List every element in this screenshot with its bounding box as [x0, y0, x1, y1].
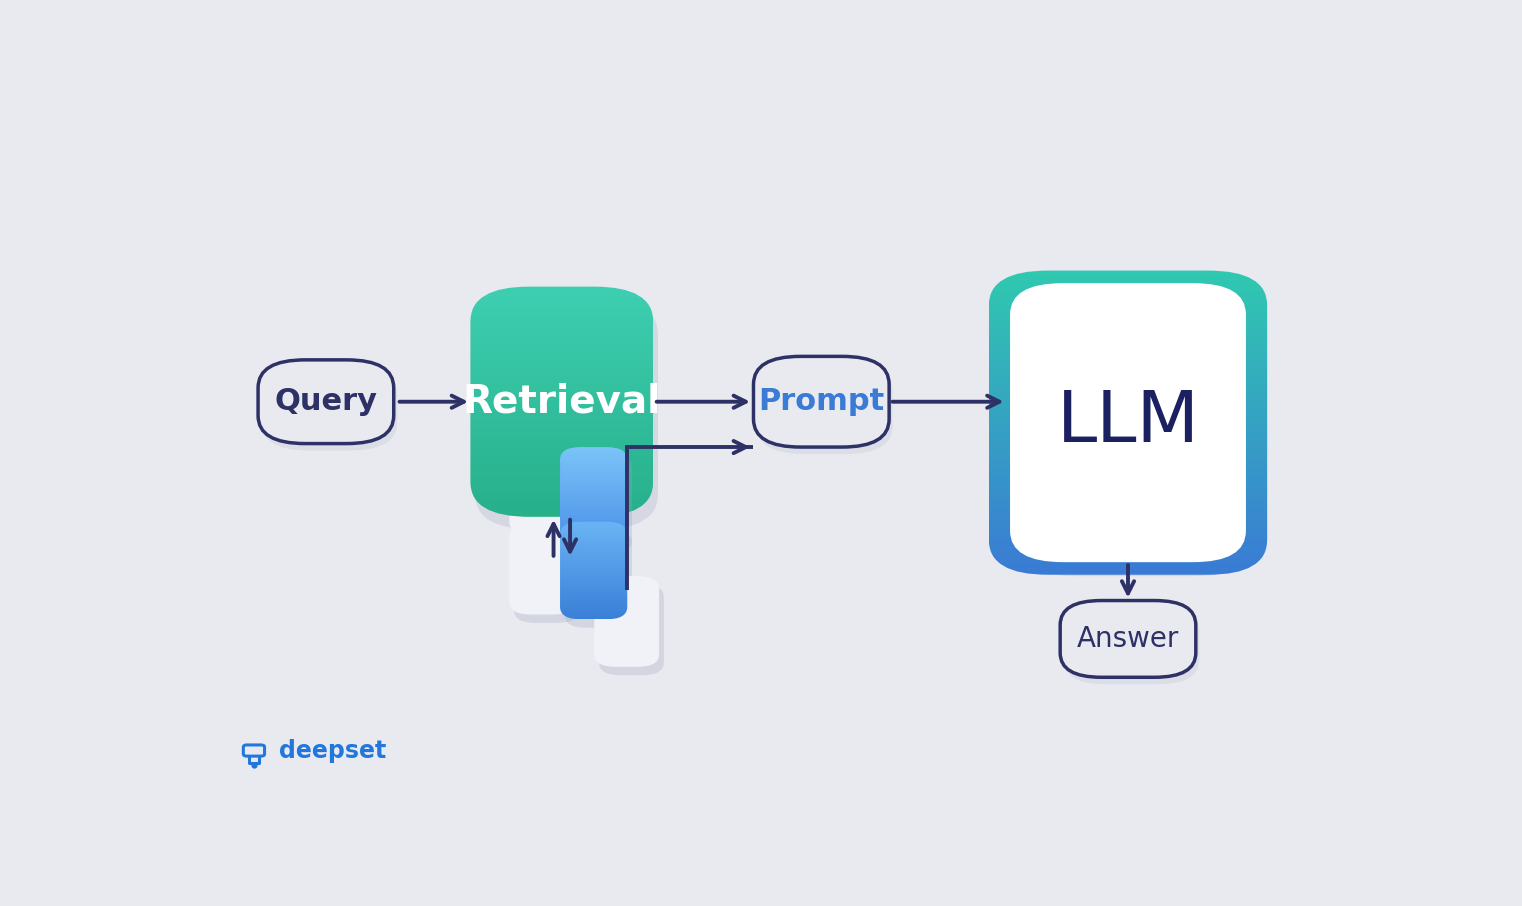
FancyBboxPatch shape: [753, 356, 889, 447]
FancyBboxPatch shape: [1017, 297, 1251, 576]
FancyBboxPatch shape: [565, 530, 632, 628]
FancyBboxPatch shape: [262, 367, 397, 450]
FancyBboxPatch shape: [756, 363, 893, 454]
FancyBboxPatch shape: [514, 452, 578, 543]
Text: Answer: Answer: [1076, 625, 1180, 653]
FancyBboxPatch shape: [565, 456, 632, 553]
FancyBboxPatch shape: [1064, 608, 1199, 684]
FancyBboxPatch shape: [510, 444, 574, 535]
FancyBboxPatch shape: [594, 576, 659, 667]
FancyBboxPatch shape: [475, 299, 658, 529]
Text: Prompt: Prompt: [758, 387, 884, 416]
Text: Query: Query: [274, 387, 377, 416]
FancyBboxPatch shape: [510, 524, 574, 614]
FancyBboxPatch shape: [514, 532, 578, 622]
FancyBboxPatch shape: [259, 360, 394, 444]
FancyBboxPatch shape: [1061, 601, 1196, 678]
Text: LLM: LLM: [1056, 388, 1199, 458]
FancyBboxPatch shape: [600, 584, 664, 675]
FancyBboxPatch shape: [1011, 283, 1247, 562]
Text: Retrieval: Retrieval: [463, 382, 661, 420]
Text: deepset: deepset: [279, 738, 387, 763]
